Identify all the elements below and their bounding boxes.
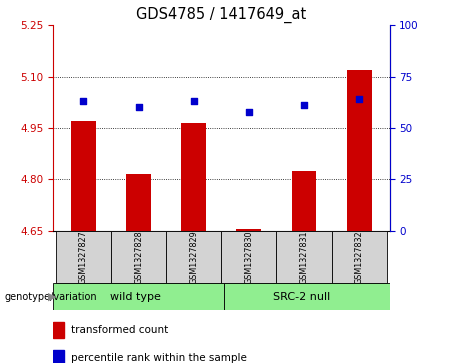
Bar — [181, 123, 206, 231]
Point — [355, 96, 363, 102]
Bar — [221, 231, 277, 283]
Point — [301, 102, 308, 108]
Bar — [331, 231, 387, 283]
Bar — [71, 121, 96, 231]
Point — [135, 105, 142, 110]
Bar — [53, 350, 64, 363]
Text: SRC-2 null: SRC-2 null — [272, 292, 330, 302]
Text: ▶: ▶ — [48, 292, 57, 302]
Bar — [126, 174, 151, 231]
Text: GSM1327828: GSM1327828 — [134, 230, 143, 284]
Bar — [53, 322, 64, 338]
Text: wild type: wild type — [110, 292, 161, 302]
Text: percentile rank within the sample: percentile rank within the sample — [71, 353, 246, 363]
Point — [245, 109, 253, 114]
Bar — [224, 283, 390, 310]
Bar — [292, 171, 316, 231]
Bar — [111, 231, 166, 283]
Bar — [53, 283, 224, 310]
Text: GSM1327830: GSM1327830 — [244, 230, 254, 284]
Text: GSM1327829: GSM1327829 — [189, 230, 198, 284]
Text: GSM1327831: GSM1327831 — [300, 230, 308, 284]
Bar — [277, 231, 331, 283]
Text: genotype/variation: genotype/variation — [5, 292, 97, 302]
Text: GSM1327832: GSM1327832 — [355, 230, 364, 284]
Text: transformed count: transformed count — [71, 325, 168, 335]
Text: GSM1327827: GSM1327827 — [79, 230, 88, 284]
Point — [190, 98, 197, 104]
Title: GDS4785 / 1417649_at: GDS4785 / 1417649_at — [136, 7, 307, 23]
Point — [80, 98, 87, 104]
Bar — [166, 231, 221, 283]
Bar — [236, 229, 261, 231]
Bar — [56, 231, 111, 283]
Bar — [347, 70, 372, 231]
